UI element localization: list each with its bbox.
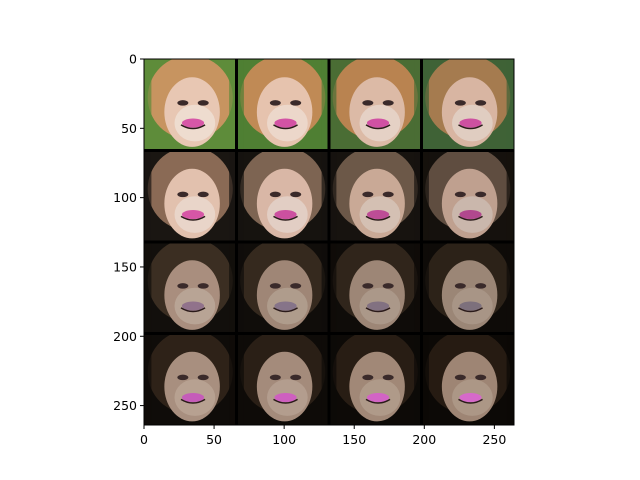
x-tick-label: 100 bbox=[272, 432, 296, 447]
face-tile bbox=[144, 150, 237, 242]
face-tile bbox=[144, 333, 237, 425]
x-tick-label: 250 bbox=[482, 432, 506, 447]
face-grid-image bbox=[144, 59, 514, 425]
y-tick-label: 150 bbox=[113, 259, 137, 274]
face-tile bbox=[144, 59, 237, 151]
face-tile bbox=[329, 59, 422, 151]
x-axis: 0 50 100 150 200 250 bbox=[140, 425, 506, 447]
x-tick-label: 200 bbox=[412, 432, 436, 447]
face-tile bbox=[144, 242, 237, 334]
face-tile bbox=[236, 333, 329, 425]
y-tick-label: 200 bbox=[113, 329, 137, 344]
face-tile bbox=[329, 150, 422, 242]
y-tick-label: 250 bbox=[113, 398, 137, 413]
axes-border bbox=[143, 58, 515, 426]
face-tile bbox=[421, 333, 514, 425]
face-tile bbox=[236, 59, 329, 151]
x-tick-label: 150 bbox=[342, 432, 366, 447]
face-tile bbox=[421, 59, 514, 151]
y-axis: 0 50 100 150 200 250 bbox=[113, 52, 144, 413]
face-tile bbox=[329, 333, 422, 425]
axes-frame bbox=[143, 58, 515, 426]
face-tile bbox=[236, 150, 329, 242]
x-tick-label: 0 bbox=[140, 432, 148, 447]
face-tile bbox=[421, 242, 514, 334]
face-tile bbox=[421, 150, 514, 242]
face-tile bbox=[236, 242, 329, 334]
y-tick-label: 50 bbox=[121, 121, 137, 136]
y-tick-label: 100 bbox=[113, 190, 137, 205]
x-tick-label: 50 bbox=[206, 432, 222, 447]
y-tick-label: 0 bbox=[129, 52, 137, 67]
face-tile bbox=[329, 242, 422, 334]
